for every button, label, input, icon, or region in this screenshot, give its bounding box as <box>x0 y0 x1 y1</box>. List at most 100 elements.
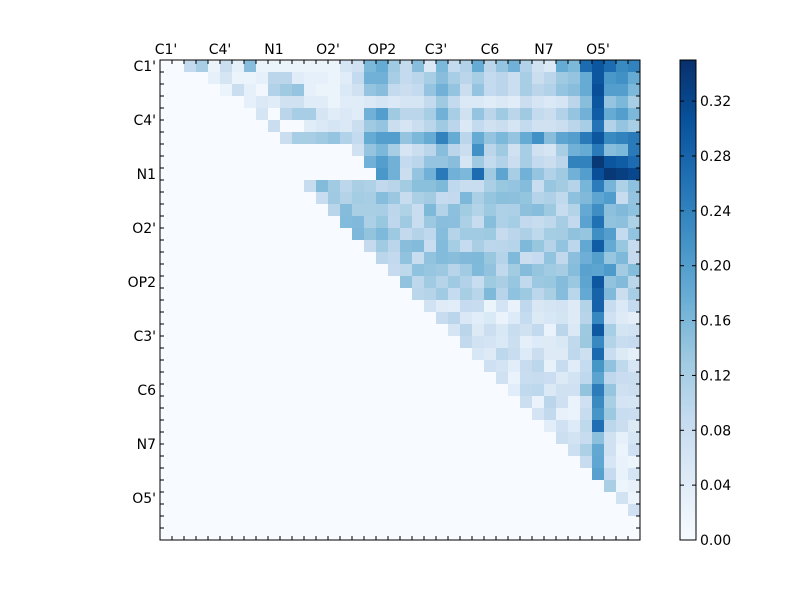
y-tick-label: O5' <box>132 491 156 507</box>
x-tick-label: O5' <box>586 42 610 58</box>
heatmap-cell <box>628 120 641 133</box>
heatmap-cell <box>424 504 437 517</box>
heatmap-cell <box>616 168 629 181</box>
heatmap-cell <box>220 156 233 169</box>
heatmap-cell <box>340 372 353 385</box>
heatmap-cell <box>460 288 473 301</box>
heatmap-cell <box>316 336 329 349</box>
heatmap-cell <box>184 216 197 229</box>
heatmap-cell <box>388 216 401 229</box>
heatmap-cell <box>268 264 281 277</box>
heatmap-cell <box>208 444 221 457</box>
heatmap-cell <box>316 384 329 397</box>
heatmap-cell <box>412 264 425 277</box>
heatmap-cell <box>424 384 437 397</box>
heatmap-cell <box>532 360 545 373</box>
heatmap-cell <box>256 504 269 517</box>
heatmap-cell <box>616 240 629 253</box>
heatmap-cell <box>580 444 593 457</box>
heatmap-cell <box>196 276 209 289</box>
heatmap-cell <box>376 492 389 505</box>
heatmap-cell <box>532 444 545 457</box>
heatmap-cell <box>292 156 305 169</box>
heatmap-cell <box>460 360 473 373</box>
heatmap-cell <box>196 312 209 325</box>
heatmap-cell <box>436 384 449 397</box>
heatmap-cell <box>280 144 293 157</box>
heatmap-cell <box>544 156 557 169</box>
heatmap-cell <box>364 384 377 397</box>
heatmap-cell <box>436 228 449 241</box>
heatmap-cell <box>496 96 509 109</box>
heatmap-cell <box>568 516 581 529</box>
heatmap-cell <box>328 396 341 409</box>
heatmap-cell <box>436 396 449 409</box>
heatmap-cell <box>316 132 329 145</box>
heatmap-cell <box>256 180 269 193</box>
heatmap-cell <box>508 180 521 193</box>
heatmap-cell <box>424 192 437 205</box>
heatmap-cell <box>280 348 293 361</box>
heatmap-cell <box>520 348 533 361</box>
heatmap-cell <box>520 504 533 517</box>
heatmap-cell <box>628 156 641 169</box>
heatmap-cell <box>568 444 581 457</box>
heatmap-cell <box>340 408 353 421</box>
heatmap-cell <box>604 336 617 349</box>
heatmap-cell <box>508 336 521 349</box>
heatmap-cell <box>196 132 209 145</box>
heatmap-cell <box>196 180 209 193</box>
heatmap-cell <box>508 480 521 493</box>
heatmap-cell <box>160 360 173 373</box>
heatmap-cell <box>328 60 341 73</box>
heatmap-cell <box>364 168 377 181</box>
heatmap-cell <box>268 516 281 529</box>
heatmap-cell <box>172 180 185 193</box>
heatmap-cell <box>172 372 185 385</box>
heatmap-cell <box>316 72 329 85</box>
heatmap-cell <box>544 468 557 481</box>
heatmap-cell <box>268 252 281 265</box>
heatmap-cell <box>352 360 365 373</box>
heatmap-cell <box>304 276 317 289</box>
heatmap-cell <box>280 180 293 193</box>
heatmap-cell <box>496 312 509 325</box>
heatmap-cell <box>592 360 605 373</box>
heatmap-cell <box>424 324 437 337</box>
heatmap-cell <box>580 288 593 301</box>
heatmap-cell <box>352 468 365 481</box>
heatmap-cell <box>172 120 185 133</box>
heatmap-cell <box>256 336 269 349</box>
heatmap-cell <box>388 120 401 133</box>
heatmap-cell <box>232 312 245 325</box>
heatmap-cell <box>484 288 497 301</box>
heatmap-cell <box>556 396 569 409</box>
heatmap-cell <box>304 312 317 325</box>
heatmap-cell <box>328 384 341 397</box>
heatmap-cell <box>448 204 461 217</box>
heatmap-cell <box>400 132 413 145</box>
heatmap-cell <box>352 408 365 421</box>
heatmap-cell <box>160 300 173 313</box>
heatmap-cell <box>436 156 449 169</box>
heatmap-cell <box>268 144 281 157</box>
heatmap-cell <box>388 348 401 361</box>
heatmap-cell <box>568 96 581 109</box>
heatmap-cell <box>376 60 389 73</box>
heatmap-cell <box>220 288 233 301</box>
heatmap-cell <box>532 516 545 529</box>
heatmap-cell <box>544 420 557 433</box>
heatmap-cell <box>592 504 605 517</box>
heatmap-cell <box>436 108 449 121</box>
heatmap-cell <box>544 396 557 409</box>
x-tick-label: C4' <box>209 42 232 58</box>
heatmap-cell <box>244 492 257 505</box>
heatmap-cell <box>472 384 485 397</box>
heatmap-cell <box>556 72 569 85</box>
heatmap-cell <box>352 228 365 241</box>
heatmap-cell <box>304 204 317 217</box>
heatmap-cell <box>520 276 533 289</box>
heatmap-cell <box>604 276 617 289</box>
heatmap-cell <box>496 168 509 181</box>
heatmap-cell <box>220 264 233 277</box>
